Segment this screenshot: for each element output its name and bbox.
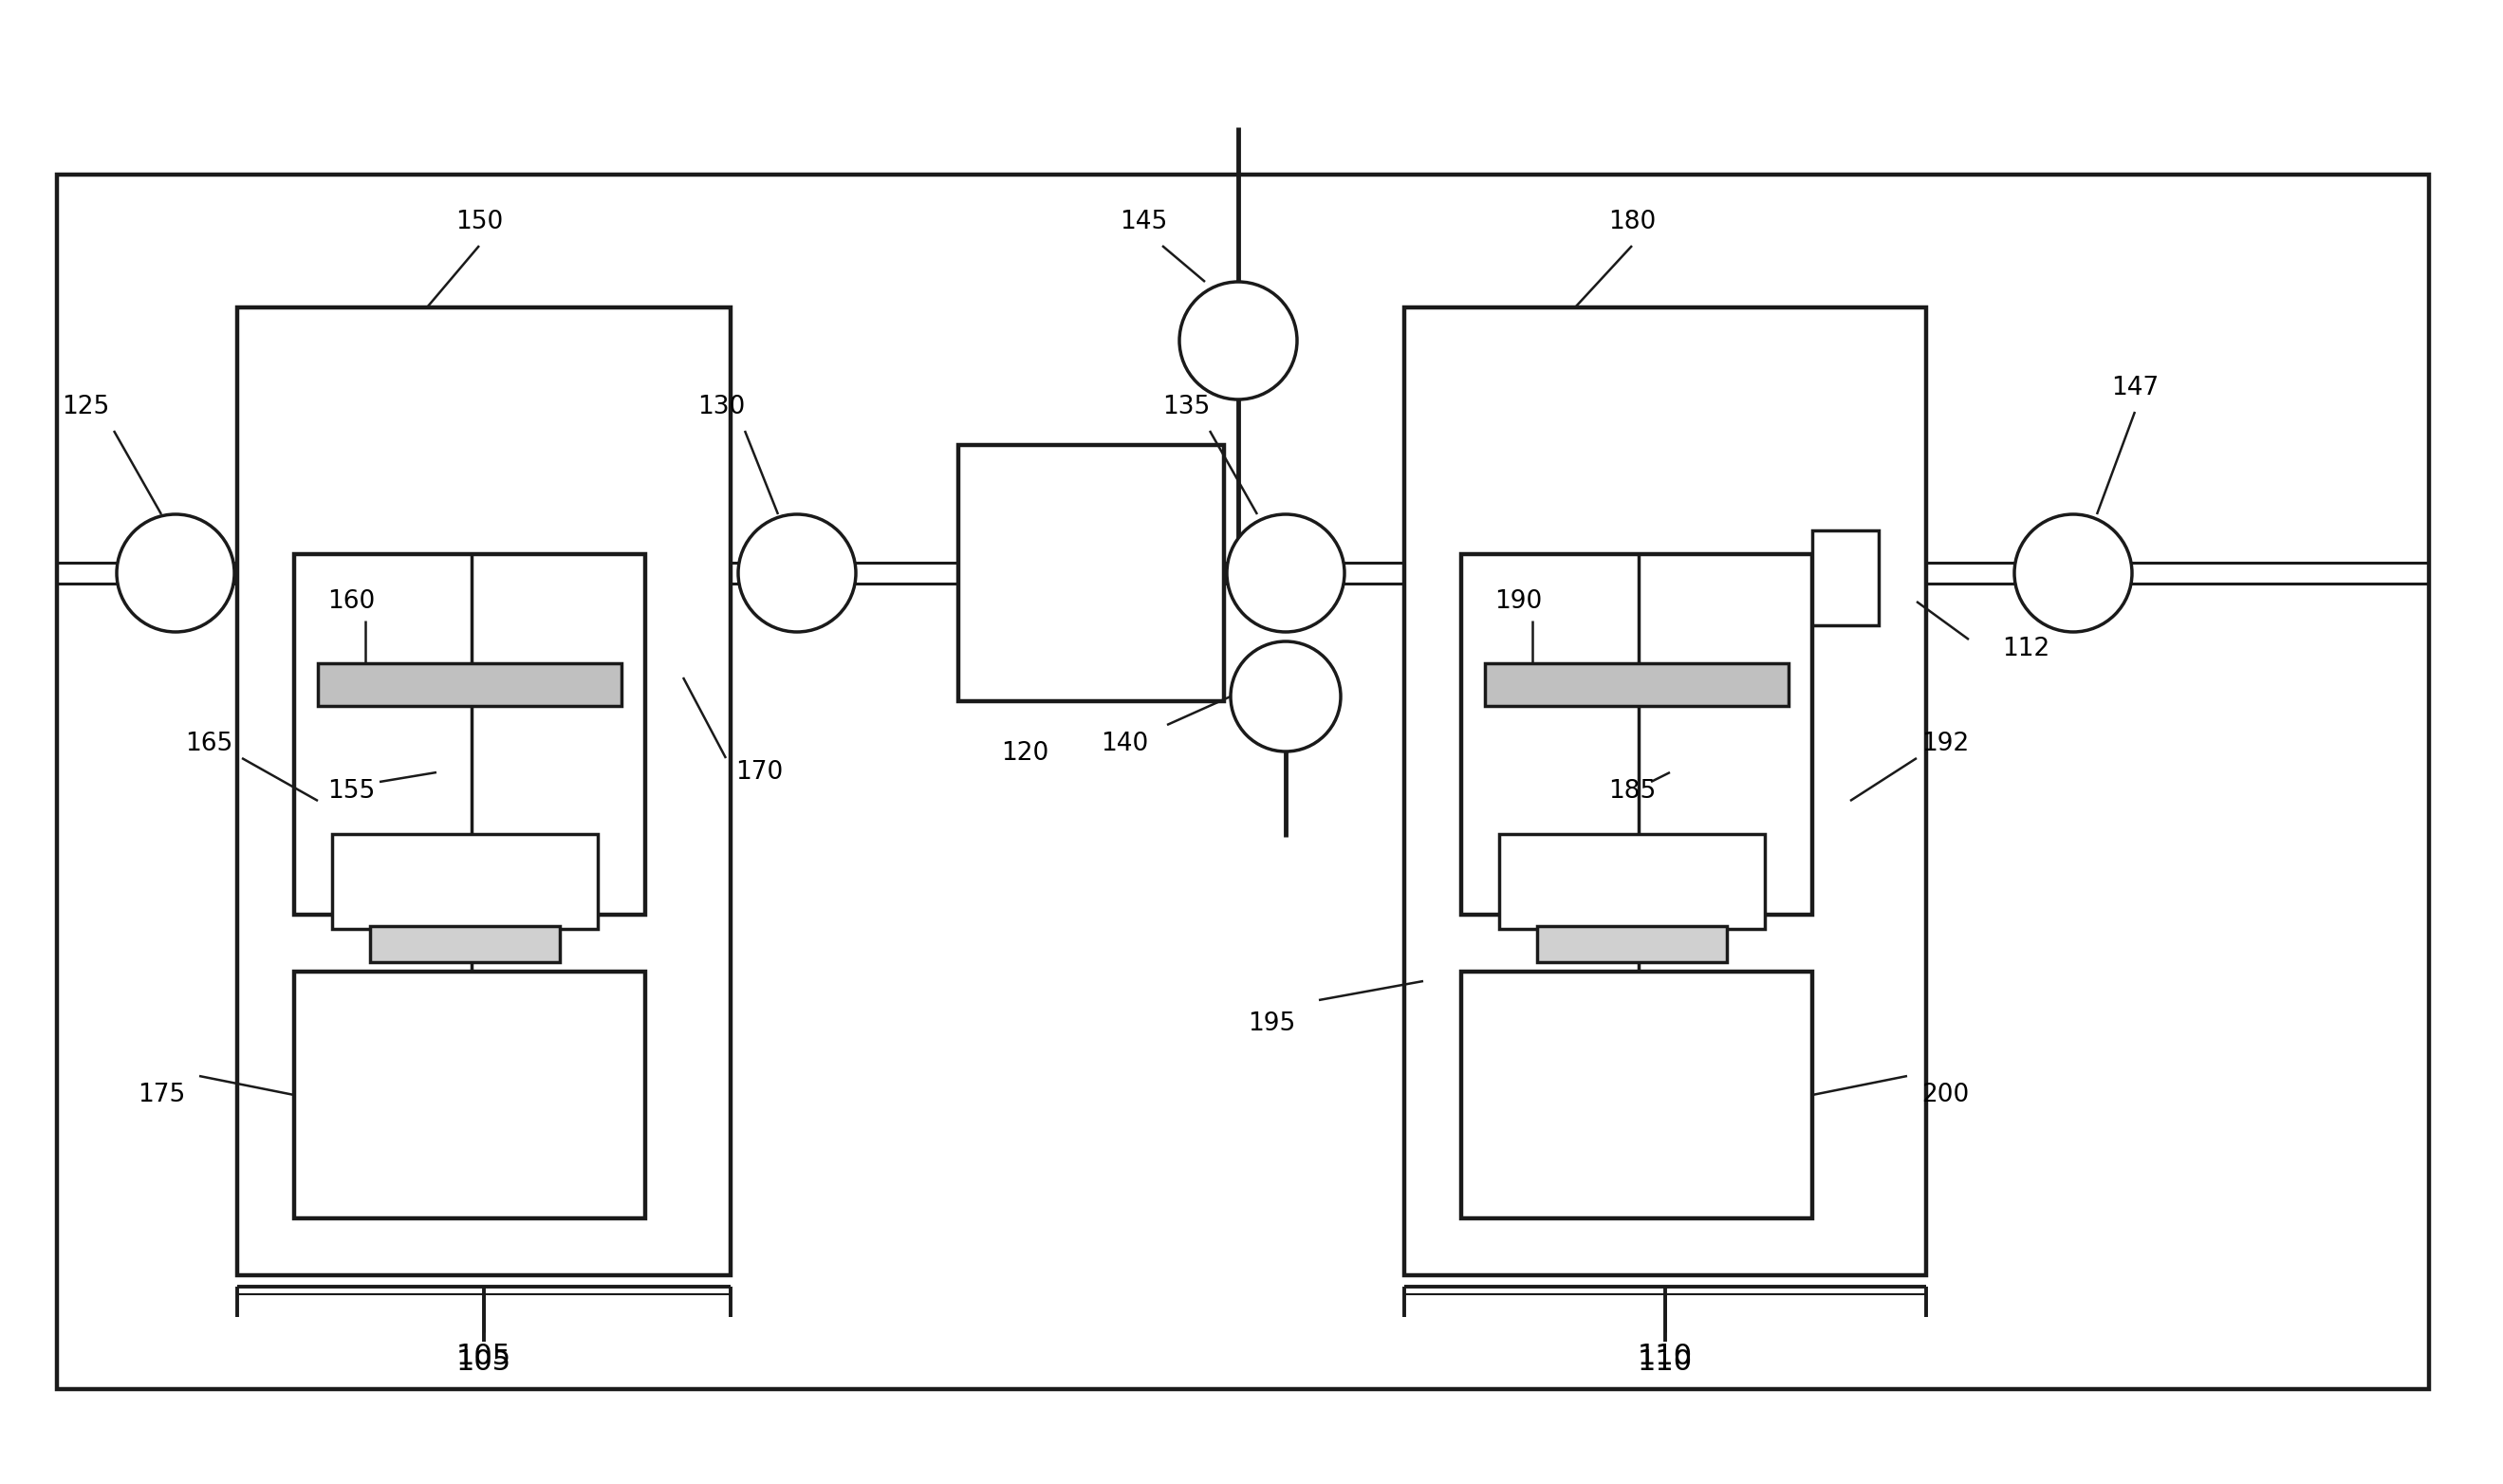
Bar: [1484, 663, 1790, 706]
Circle shape: [1179, 282, 1297, 399]
Bar: [1462, 554, 1812, 914]
Bar: [295, 554, 646, 914]
Text: 175: 175: [138, 1083, 185, 1107]
Circle shape: [118, 515, 235, 632]
Text: 147: 147: [2110, 375, 2158, 401]
Text: 180: 180: [1607, 209, 1657, 234]
Circle shape: [738, 515, 856, 632]
Text: 155: 155: [328, 779, 375, 804]
Bar: [1812, 530, 1880, 625]
Bar: [370, 926, 561, 962]
Text: 110: 110: [1637, 1349, 1692, 1376]
Bar: [1537, 926, 1727, 962]
Circle shape: [1231, 641, 1342, 751]
Text: 125: 125: [63, 395, 110, 420]
Text: 160: 160: [328, 589, 375, 614]
Text: 165: 165: [185, 732, 233, 757]
Bar: [1404, 307, 1927, 1275]
Text: 120: 120: [1001, 741, 1049, 766]
Text: 200: 200: [1922, 1083, 1970, 1107]
Text: 150: 150: [456, 209, 503, 234]
Text: 170: 170: [736, 760, 783, 785]
Text: 195: 195: [1246, 1012, 1294, 1036]
Bar: [1462, 972, 1812, 1218]
Text: 130: 130: [698, 395, 746, 420]
Text: 105: 105: [456, 1349, 511, 1376]
Bar: [1499, 834, 1765, 929]
Text: 190: 190: [1494, 589, 1542, 614]
Bar: [959, 445, 1224, 702]
Text: 112: 112: [2002, 637, 2050, 662]
Bar: [58, 175, 2428, 1389]
Bar: [238, 307, 731, 1275]
Text: 105: 105: [456, 1342, 511, 1370]
Text: 145: 145: [1119, 209, 1166, 234]
Text: 110: 110: [1637, 1342, 1692, 1370]
Bar: [333, 834, 598, 929]
Circle shape: [1226, 515, 1344, 632]
Text: 135: 135: [1161, 395, 1209, 420]
Circle shape: [2015, 515, 2133, 632]
Text: 192: 192: [1922, 732, 1970, 757]
Bar: [318, 663, 621, 706]
Text: 185: 185: [1607, 779, 1657, 804]
Text: 140: 140: [1101, 732, 1149, 757]
Bar: [295, 972, 646, 1218]
